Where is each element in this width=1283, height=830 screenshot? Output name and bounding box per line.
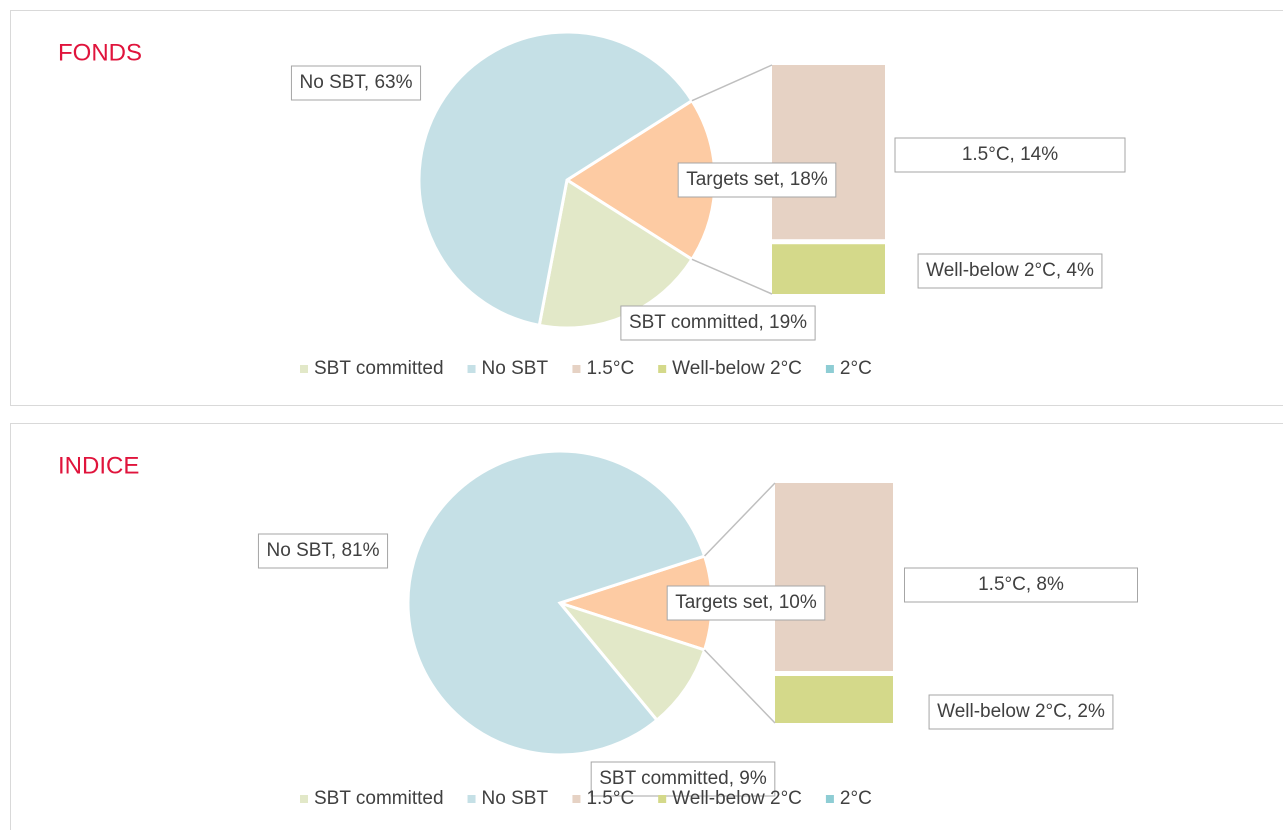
legend-label: 2°C: [840, 358, 872, 379]
label-box: [590, 761, 776, 797]
legend-marker: [572, 795, 581, 803]
data-label: SBT committed, 19%: [629, 312, 807, 333]
data-label: Well-below 2°C, 2%: [937, 701, 1105, 722]
chart-title: FONDS: [58, 39, 142, 66]
legend-marker: [300, 365, 308, 373]
legend-marker: [825, 795, 834, 803]
data-label: SBT committed, 9%: [599, 768, 767, 789]
label-box: [904, 567, 1138, 603]
data-label: No SBT, 63%: [300, 72, 413, 93]
data-label: Targets set, 10%: [675, 592, 817, 613]
label-box: [290, 65, 422, 101]
pie-slice: [406, 449, 707, 757]
legend-label: Well-below 2°C: [672, 788, 802, 809]
legend-label: 1.5°C: [586, 788, 634, 809]
bar-segment: [775, 483, 893, 671]
legend-marker: [658, 365, 667, 373]
legend-label: No SBT: [482, 788, 549, 809]
label-box: [917, 253, 1103, 289]
label-box: [894, 137, 1126, 173]
legend-marker: [300, 795, 308, 803]
legend-marker: [658, 795, 667, 803]
legend-label: 1.5°C: [586, 358, 634, 379]
data-label: No SBT, 81%: [267, 540, 380, 561]
connector: [704, 482, 776, 557]
legend-label: 2°C: [840, 788, 872, 809]
data-label: Well-below 2°C, 4%: [926, 260, 1094, 281]
connector: [691, 64, 773, 102]
bar-segment: [772, 65, 885, 240]
legend-label: SBT committed: [314, 358, 444, 379]
pie-slice: [555, 599, 707, 723]
legend-marker: [572, 365, 581, 373]
pie-slice: [417, 30, 695, 328]
label-box: [666, 585, 826, 621]
legend-marker: [467, 795, 476, 803]
data-label: 1.5°C, 8%: [978, 574, 1064, 595]
legend-label: SBT committed: [314, 788, 444, 809]
label-box: [677, 162, 837, 198]
label-box: [928, 694, 1114, 730]
data-label: Targets set, 18%: [686, 169, 828, 190]
chart-title: INDICE: [58, 452, 139, 479]
legend-label: No SBT: [482, 358, 549, 379]
bar-segment: [772, 244, 885, 294]
connector: [704, 649, 776, 724]
label-box: [620, 305, 816, 341]
legend-marker: [825, 365, 834, 373]
label-box: [257, 533, 389, 569]
connector: [691, 258, 773, 295]
data-label: 1.5°C, 14%: [962, 144, 1058, 165]
bar-segment: [775, 676, 893, 723]
legend-marker: [467, 365, 476, 373]
legend-label: Well-below 2°C: [672, 358, 802, 379]
